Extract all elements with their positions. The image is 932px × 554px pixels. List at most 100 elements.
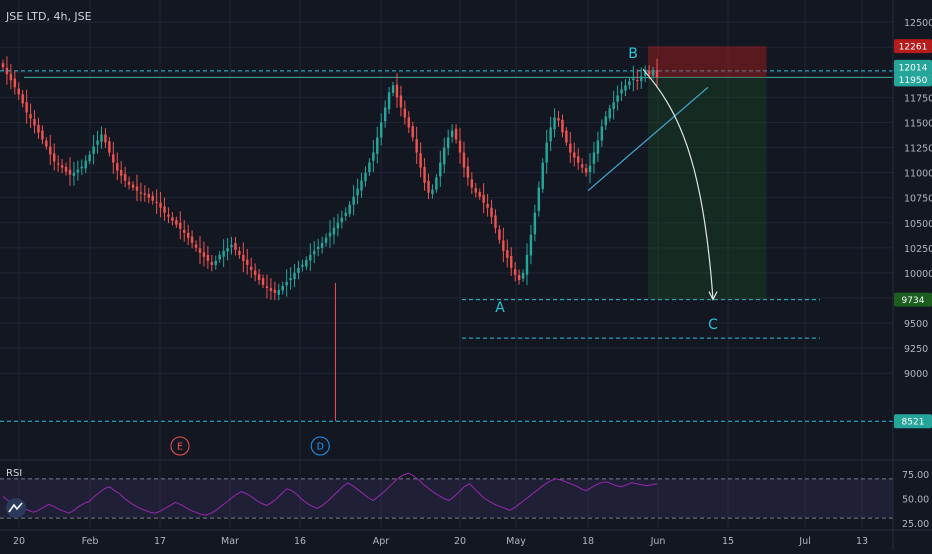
candle <box>186 224 190 246</box>
candle <box>576 148 580 170</box>
price-label-text: 12014 <box>899 63 928 73</box>
candle-body <box>336 222 340 229</box>
candle <box>498 225 501 244</box>
candle <box>356 178 359 205</box>
candle <box>64 162 68 176</box>
candle-body <box>1 63 5 68</box>
y-tick-label: 11250 <box>904 144 932 155</box>
candle-body <box>277 289 281 295</box>
event-marker[interactable]: D <box>310 436 330 456</box>
candle <box>246 248 249 275</box>
candle <box>336 213 340 237</box>
candle <box>565 127 568 146</box>
candle <box>415 126 418 164</box>
candle-body <box>226 247 229 252</box>
candle <box>119 161 123 184</box>
candle-body <box>356 188 359 196</box>
candle-body <box>328 232 332 237</box>
candle-body <box>494 215 497 228</box>
candle <box>123 166 127 188</box>
candle <box>431 184 434 199</box>
candle <box>155 189 158 214</box>
candle <box>450 124 454 143</box>
candle <box>490 199 493 224</box>
candle-body <box>56 163 60 165</box>
candle-body <box>257 274 261 280</box>
candle <box>37 117 40 139</box>
wave-label[interactable]: B <box>628 46 638 62</box>
candle <box>427 173 430 200</box>
candle <box>596 131 600 162</box>
candle-body <box>427 180 430 193</box>
price-label-text: 12261 <box>899 43 928 53</box>
candle-body <box>604 116 608 126</box>
price-label-box <box>894 72 932 87</box>
price-label-text: 8521 <box>902 418 925 428</box>
candle-body <box>155 201 158 203</box>
chart-logo[interactable] <box>6 498 26 518</box>
candle <box>403 100 407 125</box>
candle <box>517 269 521 285</box>
candle-body <box>419 153 422 168</box>
candle-body <box>513 269 517 275</box>
candle <box>636 69 639 90</box>
candle-body <box>407 117 411 128</box>
candle <box>202 241 206 267</box>
candle <box>25 89 28 124</box>
candle <box>320 236 324 254</box>
price-label: 9734 <box>894 292 932 307</box>
x-tick-label: 13 <box>856 536 868 547</box>
x-tick-label: May <box>506 536 526 547</box>
candle-body <box>364 172 367 182</box>
candle-body <box>45 140 48 147</box>
candle <box>92 134 95 165</box>
candle-body <box>636 80 639 82</box>
candle <box>127 176 131 190</box>
event-marker[interactable]: E <box>170 436 190 456</box>
candle <box>68 157 72 186</box>
candle-body <box>478 192 481 197</box>
candle <box>600 119 604 147</box>
candle-body <box>443 147 446 165</box>
candle <box>261 274 265 289</box>
candle-body <box>17 88 20 95</box>
candle <box>486 194 489 217</box>
candle <box>316 238 320 257</box>
y-tick-label: 12500 <box>904 18 932 29</box>
candle-body <box>289 277 292 281</box>
trendline[interactable] <box>587 86 709 192</box>
candle-body <box>647 70 651 75</box>
price-label-box <box>894 39 932 54</box>
candle-body <box>450 130 454 137</box>
candle-body <box>127 181 131 185</box>
candle <box>273 281 277 301</box>
stop-zone[interactable] <box>648 46 767 78</box>
candle <box>439 150 442 187</box>
rsi-title: RSI <box>6 468 22 479</box>
candle-body <box>316 246 320 250</box>
projection-arrow[interactable] <box>642 68 714 300</box>
candle <box>616 85 619 111</box>
candle-body <box>399 95 403 108</box>
target-zone[interactable] <box>648 77 767 300</box>
candle <box>383 100 387 128</box>
wave-label[interactable]: A <box>495 300 505 316</box>
candle-body <box>265 286 269 288</box>
candle-body <box>592 152 596 164</box>
candle-body <box>553 117 556 130</box>
candle <box>194 240 198 252</box>
price-label: 8521 <box>894 414 932 429</box>
candle <box>301 259 304 272</box>
candle <box>143 185 147 202</box>
candle-body <box>576 156 580 163</box>
candle-body <box>135 186 139 191</box>
wave-label[interactable]: C <box>708 317 718 333</box>
candle-body <box>5 67 9 75</box>
candle-body <box>628 81 631 86</box>
candle <box>297 260 300 280</box>
candle-body <box>541 162 544 189</box>
candle-body <box>52 153 56 162</box>
candle <box>76 160 80 181</box>
candle <box>478 188 481 200</box>
